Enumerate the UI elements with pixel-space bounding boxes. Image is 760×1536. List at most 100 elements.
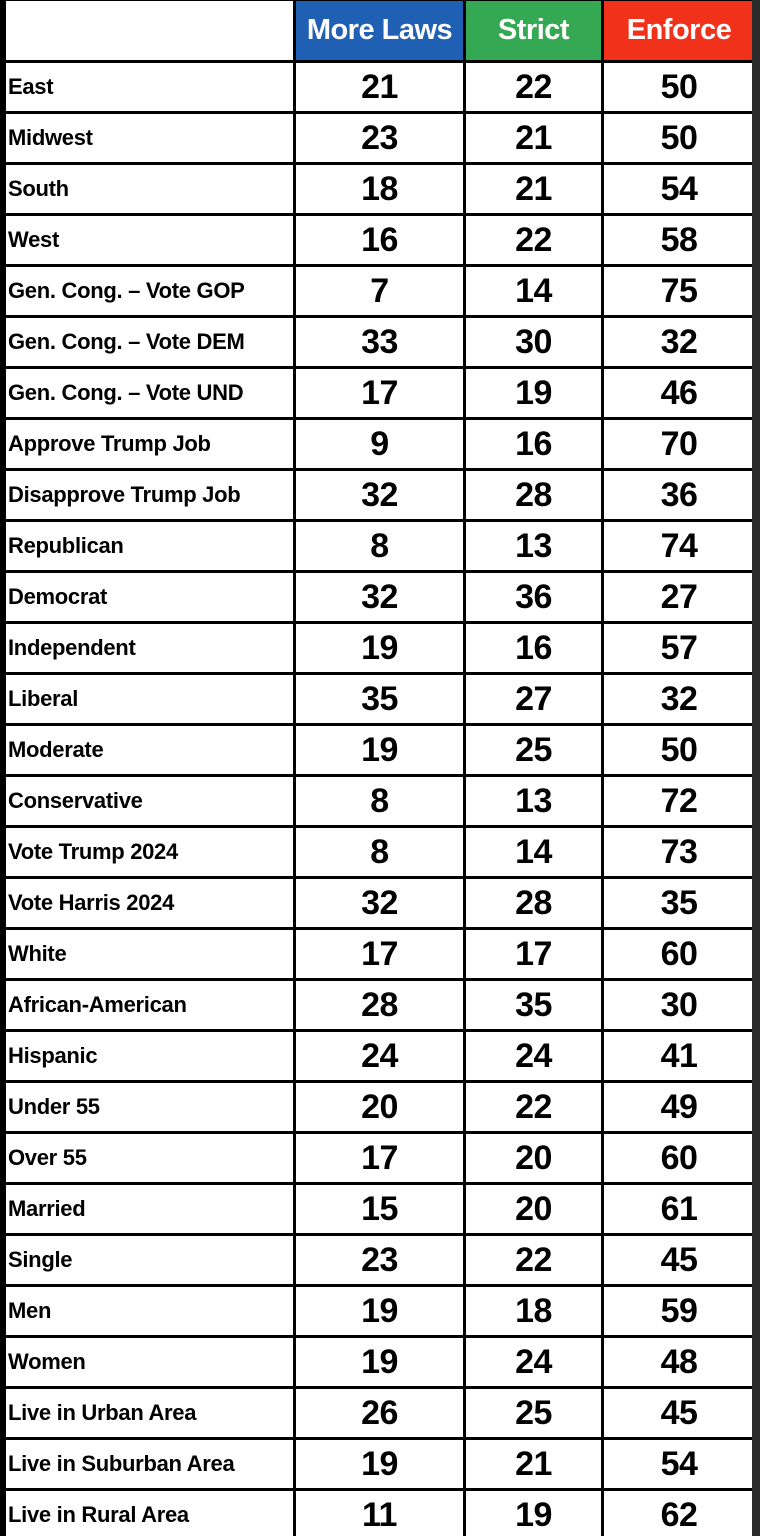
enforce-value: 72 <box>601 774 752 828</box>
row-label: Men <box>3 1284 296 1338</box>
table-row: Men 19 18 59 <box>3 1284 752 1338</box>
strict-value: 19 <box>463 1488 604 1536</box>
strict-value: 13 <box>463 774 604 828</box>
row-label: Under 55 <box>3 1080 296 1134</box>
enforce-value: 27 <box>601 570 752 624</box>
row-label: Conservative <box>3 774 296 828</box>
enforce-value: 62 <box>601 1488 752 1536</box>
table-row: Live in Rural Area 11 19 62 <box>3 1488 752 1536</box>
more-laws-value: 23 <box>293 1233 466 1287</box>
poll-crosstab-table: More Laws Strict Enforce East 21 22 50 M… <box>3 0 752 1536</box>
enforce-value: 30 <box>601 978 752 1032</box>
enforce-value: 58 <box>601 213 752 267</box>
more-laws-value: 20 <box>293 1080 466 1134</box>
table-row: West 16 22 58 <box>3 213 752 267</box>
table-row: Under 55 20 22 49 <box>3 1080 752 1134</box>
more-laws-value: 19 <box>293 1284 466 1338</box>
row-label: South <box>3 162 296 216</box>
more-laws-value: 8 <box>293 825 466 879</box>
table-row: Gen. Cong. – Vote GOP 7 14 75 <box>3 264 752 318</box>
row-label: Single <box>3 1233 296 1287</box>
strict-value: 16 <box>463 417 604 471</box>
strict-value: 35 <box>463 978 604 1032</box>
row-label: Gen. Cong. – Vote UND <box>3 366 296 420</box>
strict-value: 24 <box>463 1029 604 1083</box>
more-laws-value: 17 <box>293 1131 466 1185</box>
table-row: Single 23 22 45 <box>3 1233 752 1287</box>
row-label: Midwest <box>3 111 296 165</box>
table-row: Vote Trump 2024 8 14 73 <box>3 825 752 879</box>
enforce-value: 70 <box>601 417 752 471</box>
more-laws-value: 23 <box>293 111 466 165</box>
more-laws-value: 17 <box>293 366 466 420</box>
row-label: African-American <box>3 978 296 1032</box>
enforce-value: 54 <box>601 1437 752 1491</box>
table-row: Disapprove Trump Job 32 28 36 <box>3 468 752 522</box>
row-label: Gen. Cong. – Vote DEM <box>3 315 296 369</box>
strict-value: 16 <box>463 621 604 675</box>
strict-value: 22 <box>463 60 604 114</box>
header-more-laws: More Laws <box>293 0 466 63</box>
strict-value: 20 <box>463 1131 604 1185</box>
strict-value: 14 <box>463 825 604 879</box>
header-strict: Strict <box>463 0 604 63</box>
row-label: Vote Harris 2024 <box>3 876 296 930</box>
strict-value: 22 <box>463 1080 604 1134</box>
header-enforce: Enforce <box>601 0 752 63</box>
enforce-value: 73 <box>601 825 752 879</box>
more-laws-value: 11 <box>293 1488 466 1536</box>
enforce-value: 45 <box>601 1233 752 1287</box>
more-laws-value: 8 <box>293 774 466 828</box>
row-label: Vote Trump 2024 <box>3 825 296 879</box>
more-laws-value: 15 <box>293 1182 466 1236</box>
table-row: Gen. Cong. – Vote UND 17 19 46 <box>3 366 752 420</box>
left-border <box>0 0 5 1536</box>
table-row: Moderate 19 25 50 <box>3 723 752 777</box>
more-laws-value: 24 <box>293 1029 466 1083</box>
strict-value: 36 <box>463 570 604 624</box>
table-row: Vote Harris 2024 32 28 35 <box>3 876 752 930</box>
enforce-value: 60 <box>601 1131 752 1185</box>
row-label: Married <box>3 1182 296 1236</box>
more-laws-value: 19 <box>293 723 466 777</box>
table-row: Conservative 8 13 72 <box>3 774 752 828</box>
enforce-value: 50 <box>601 111 752 165</box>
more-laws-value: 7 <box>293 264 466 318</box>
enforce-value: 60 <box>601 927 752 981</box>
more-laws-value: 32 <box>293 468 466 522</box>
table-row: Hispanic 24 24 41 <box>3 1029 752 1083</box>
enforce-value: 32 <box>601 315 752 369</box>
row-label: East <box>3 60 296 114</box>
more-laws-value: 17 <box>293 927 466 981</box>
strict-value: 17 <box>463 927 604 981</box>
enforce-value: 46 <box>601 366 752 420</box>
more-laws-value: 28 <box>293 978 466 1032</box>
more-laws-value: 21 <box>293 60 466 114</box>
enforce-value: 75 <box>601 264 752 318</box>
table-row: Approve Trump Job 9 16 70 <box>3 417 752 471</box>
strict-value: 28 <box>463 468 604 522</box>
table-row: White 17 17 60 <box>3 927 752 981</box>
header-row: More Laws Strict Enforce <box>3 0 752 63</box>
row-label: Moderate <box>3 723 296 777</box>
more-laws-value: 35 <box>293 672 466 726</box>
table-row: East 21 22 50 <box>3 60 752 114</box>
row-label: Hispanic <box>3 1029 296 1083</box>
enforce-value: 32 <box>601 672 752 726</box>
more-laws-value: 9 <box>293 417 466 471</box>
strict-value: 27 <box>463 672 604 726</box>
row-label: Live in Urban Area <box>3 1386 296 1440</box>
table-row: Republican 8 13 74 <box>3 519 752 573</box>
strict-value: 30 <box>463 315 604 369</box>
row-label: Women <box>3 1335 296 1389</box>
strict-value: 21 <box>463 162 604 216</box>
table-row: Live in Suburban Area 19 21 54 <box>3 1437 752 1491</box>
table-body: East 21 22 50 Midwest 23 21 50 South 18 … <box>3 60 752 1536</box>
enforce-value: 45 <box>601 1386 752 1440</box>
more-laws-value: 19 <box>293 1437 466 1491</box>
table-row: Gen. Cong. – Vote DEM 33 30 32 <box>3 315 752 369</box>
strict-value: 28 <box>463 876 604 930</box>
enforce-value: 74 <box>601 519 752 573</box>
table-row: Married 15 20 61 <box>3 1182 752 1236</box>
row-label: Disapprove Trump Job <box>3 468 296 522</box>
